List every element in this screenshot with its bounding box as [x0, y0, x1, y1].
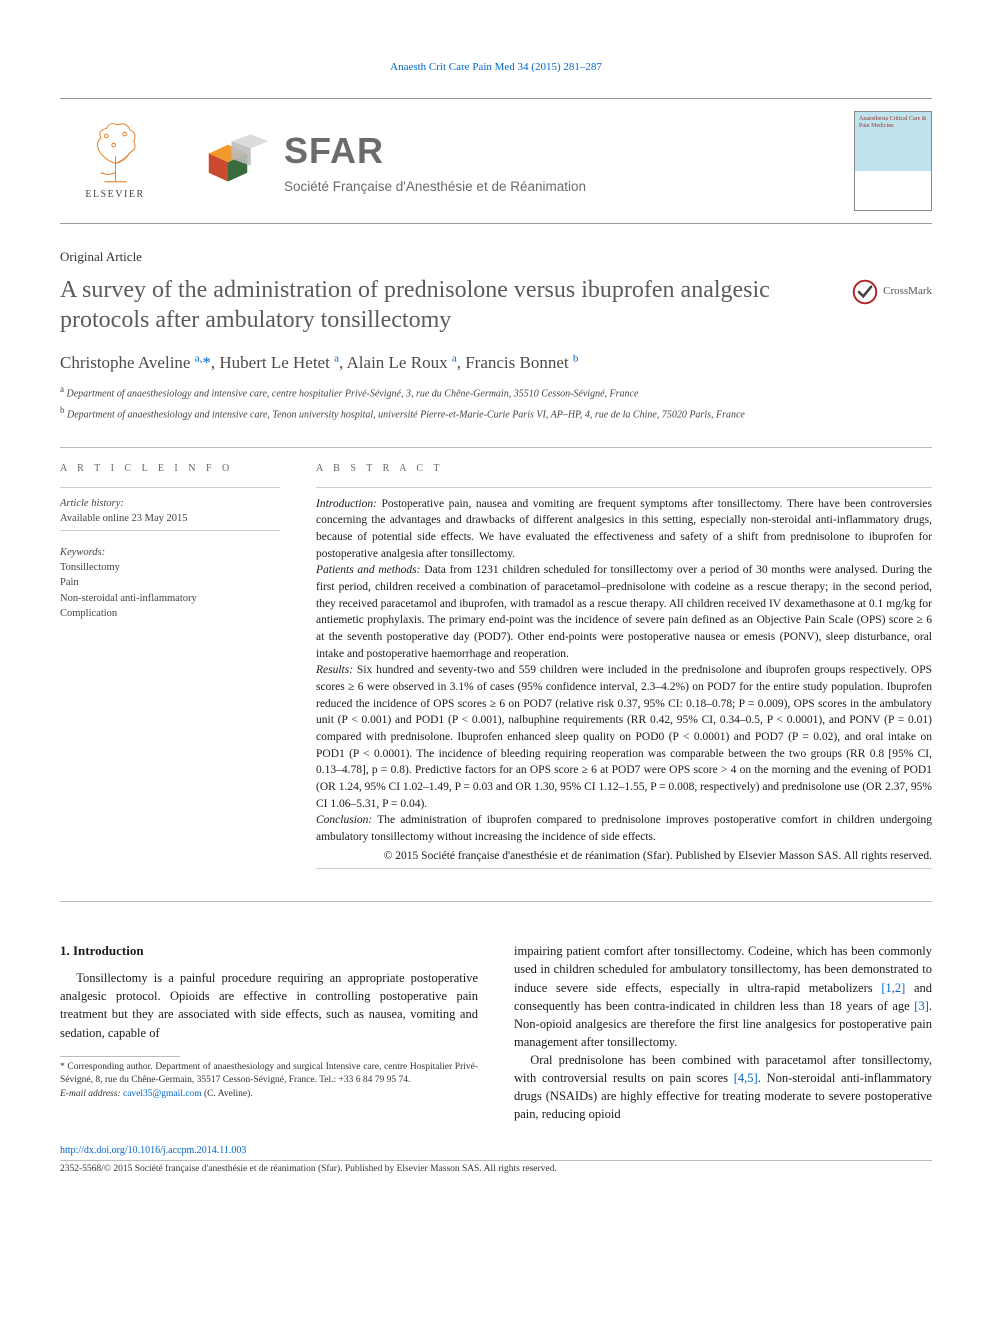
abstract-head: A B S T R A C T — [316, 462, 932, 477]
article-title: A survey of the administration of predni… — [60, 275, 838, 335]
sfar-full: Société Française d'Anesthésie et de Réa… — [284, 177, 586, 197]
citation-link[interactable]: [1,2] — [881, 981, 905, 995]
divider — [60, 447, 932, 448]
abstract-body: Introduction: Postoperative pain, nausea… — [316, 496, 932, 865]
article-info-head: A R T I C L E I N F O — [60, 462, 280, 477]
sfar-abbr: SFAR — [284, 125, 586, 177]
rule — [60, 487, 280, 488]
abstract-copyright: © 2015 Société française d'anesthésie et… — [316, 848, 932, 865]
journal-citation-link[interactable]: Anaesth Crit Care Pain Med 34 (2015) 281… — [390, 61, 602, 73]
journal-cover-thumbnail: Anaesthesia Critical Care & Pain Medicin… — [854, 111, 932, 211]
author-email-link[interactable]: cavel35@gmail.com — [123, 1089, 202, 1099]
keyword: Pain — [60, 575, 280, 590]
elsevier-tree-icon — [88, 119, 143, 184]
sfar-cube-icon — [200, 133, 270, 188]
keyword: Tonsillectomy — [60, 560, 280, 575]
divider — [60, 901, 932, 902]
journal-citation: Anaesth Crit Care Pain Med 34 (2015) 281… — [60, 60, 932, 76]
keywords-label: Keywords: — [60, 547, 105, 558]
publisher-banner: ELSEVIER SFAR Société Française d'Anesth… — [60, 98, 932, 224]
issn-copyright: 2352-5568/© 2015 Société française d'ane… — [60, 1160, 932, 1177]
history-value: Available online 23 May 2015 — [60, 513, 188, 524]
elsevier-logo: ELSEVIER — [60, 119, 170, 203]
rule — [316, 487, 932, 488]
keyword: Complication — [60, 606, 280, 621]
corresponding-author-note: * Corresponding author. Department of an… — [60, 1061, 478, 1102]
article-info-column: A R T I C L E I N F O Article history: A… — [60, 462, 280, 877]
intro-paragraph: Tonsillectomy is a painful procedure req… — [60, 969, 478, 1042]
rule — [316, 868, 932, 869]
doi-link[interactable]: http://dx.doi.org/10.1016/j.accpm.2014.1… — [60, 1145, 246, 1156]
sfar-logo-block: SFAR Société Française d'Anesthésie et d… — [200, 125, 824, 197]
doi: http://dx.doi.org/10.1016/j.accpm.2014.1… — [60, 1144, 932, 1159]
article-type: Original Article — [60, 248, 932, 267]
crossmark-label: CrossMark — [883, 284, 932, 300]
rule — [60, 530, 280, 531]
keyword: Non-steroidal anti-inflammatory — [60, 591, 280, 606]
affiliation-a: Department of anaesthesiology and intens… — [67, 389, 639, 400]
section-head: 1. Introduction — [60, 943, 144, 958]
footnote-rule — [60, 1056, 180, 1057]
intro-left-column: 1. Introduction Tonsillectomy is a painf… — [60, 942, 478, 1123]
author-list: Christophe Aveline a,*, Hubert Le Hetet … — [60, 351, 932, 376]
affiliations: a Department of anaesthesiology and inte… — [60, 383, 932, 423]
citation-link[interactable]: [4,5] — [734, 1071, 758, 1085]
citation-link[interactable]: [3] — [914, 999, 929, 1013]
crossmark-icon — [852, 279, 878, 305]
crossmark-badge[interactable]: CrossMark — [852, 279, 932, 305]
intro-right-column: impairing patient comfort after tonsille… — [514, 942, 932, 1123]
affiliation-b: Department of anaesthesiology and intens… — [67, 410, 745, 421]
elsevier-wordmark: ELSEVIER — [85, 188, 144, 203]
abstract-column: A B S T R A C T Introduction: Postoperat… — [316, 462, 932, 877]
history-label: Article history: — [60, 498, 124, 509]
